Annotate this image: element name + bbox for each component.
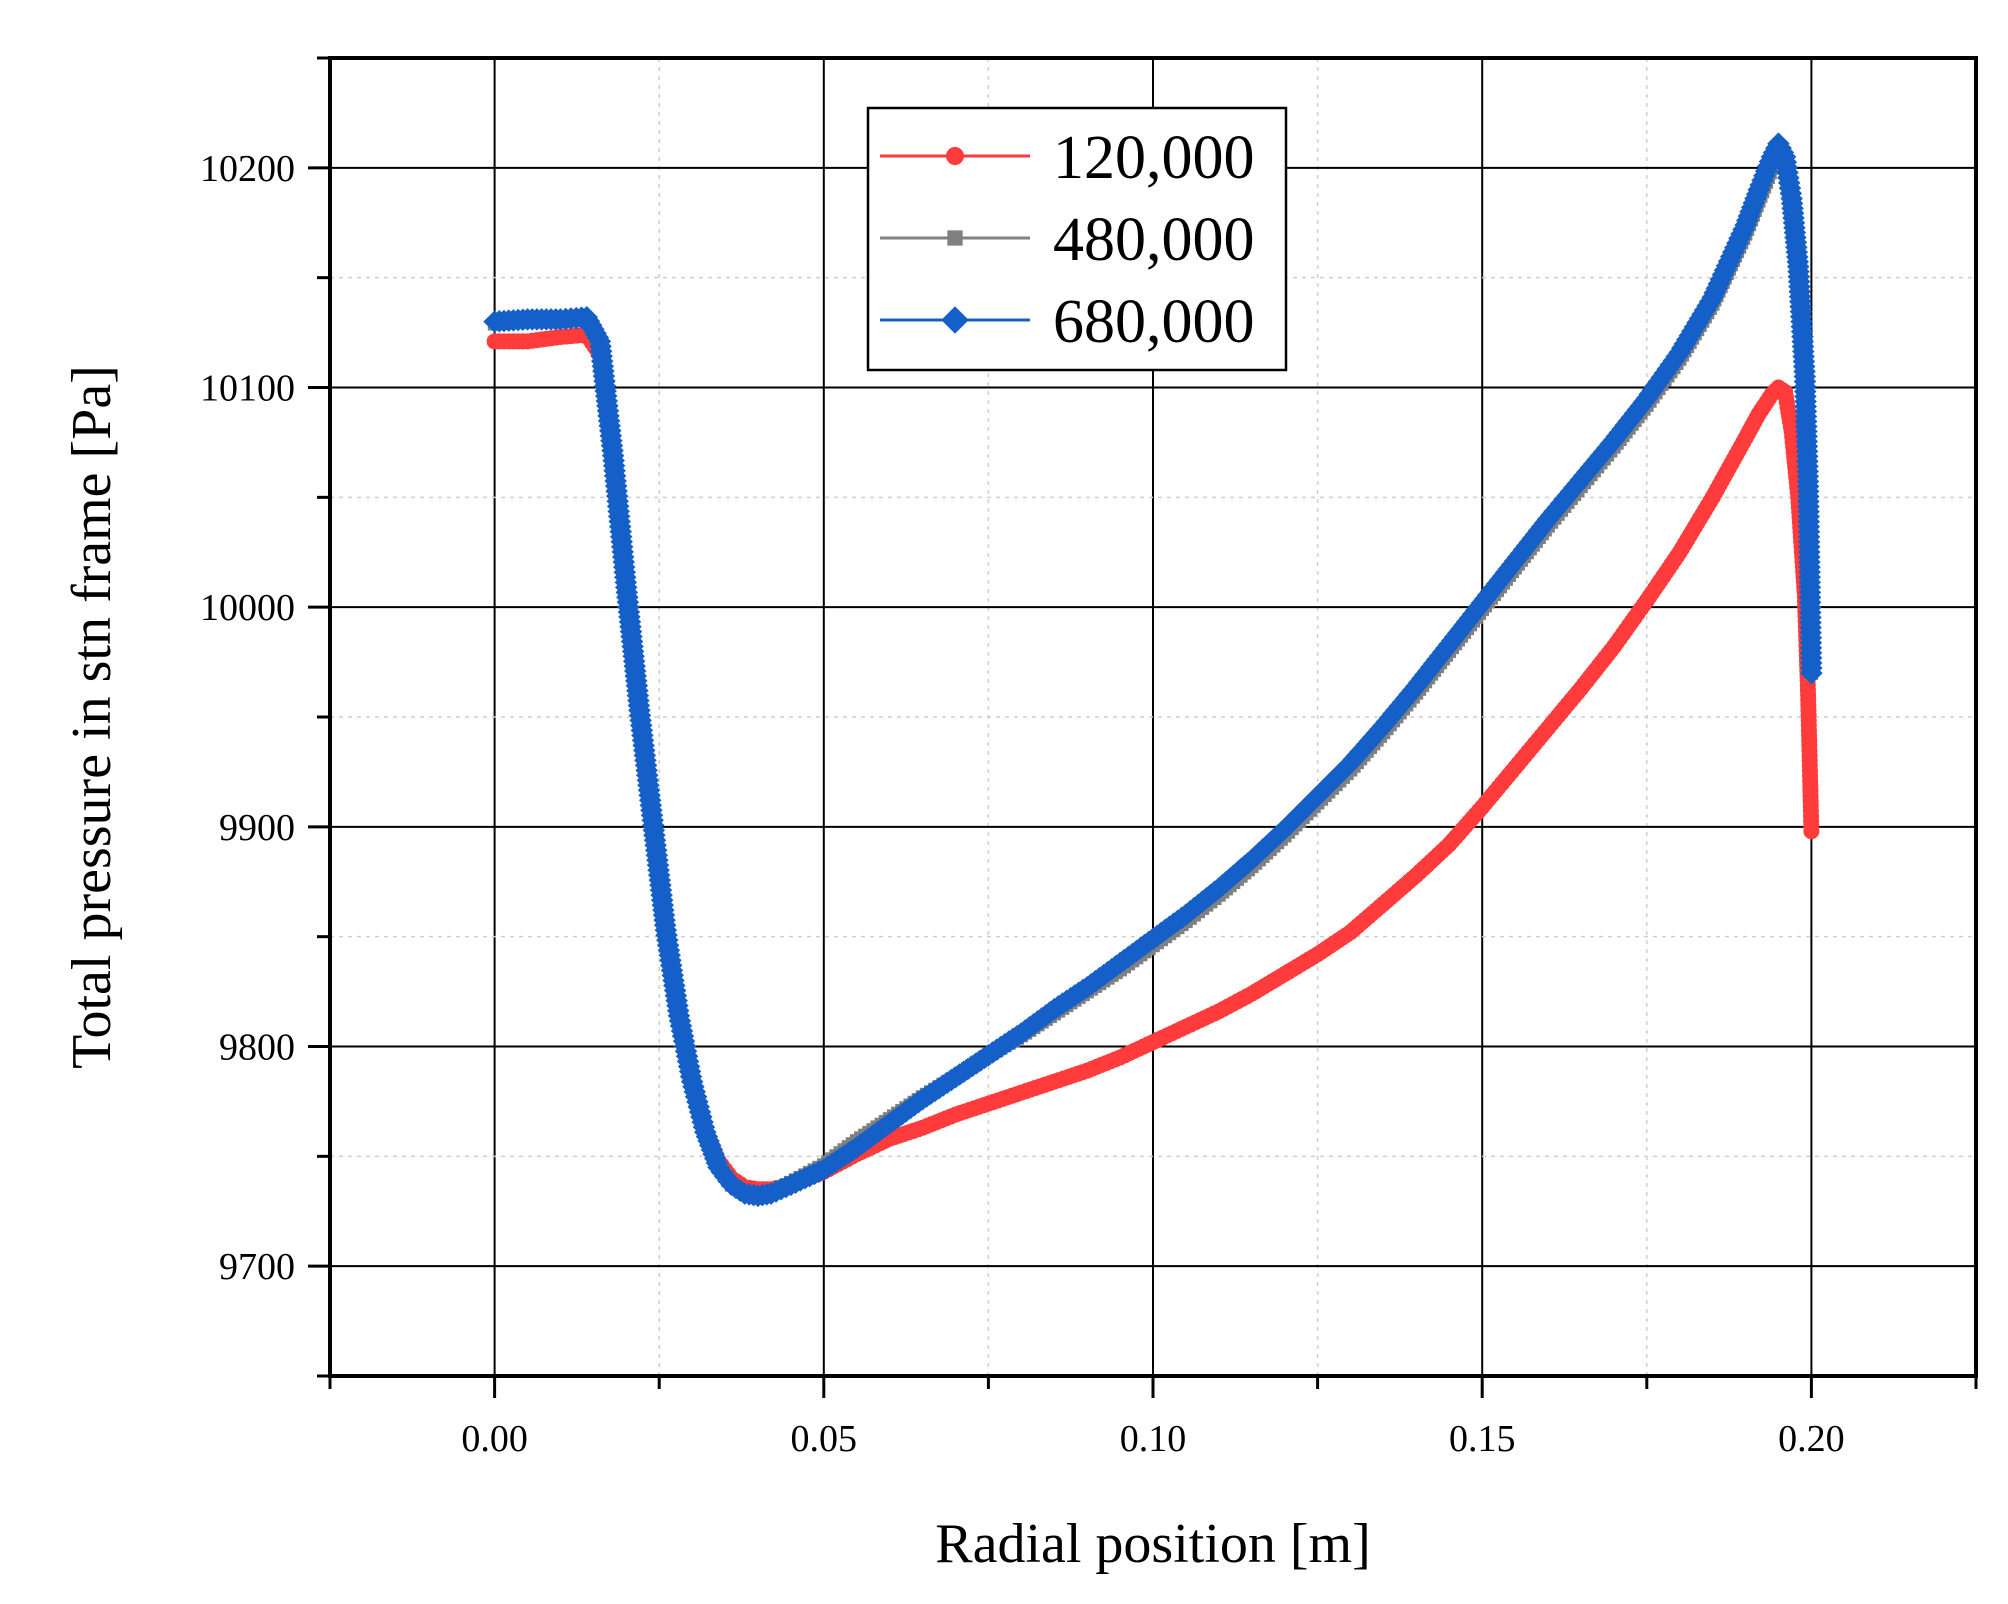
y-tick-label: 10000 <box>200 587 295 629</box>
y-tick-label: 9800 <box>219 1027 295 1069</box>
y-tick-label: 10200 <box>200 148 295 190</box>
x-tick-label: 0.15 <box>1449 1418 1516 1460</box>
legend-marker-shape <box>941 306 969 334</box>
x-tick-label: 0.05 <box>791 1418 858 1460</box>
legend-marker-1 <box>947 230 963 246</box>
series-point-2 <box>1800 661 1823 685</box>
plot-series <box>483 132 1823 1208</box>
series-2 <box>483 132 1823 1208</box>
legend: 120,000 480,000 680,000 <box>866 106 1288 372</box>
y-tick-label: 10100 <box>200 368 295 410</box>
x-axis-title: Radial position [m] <box>935 1513 1371 1575</box>
legend-entry-1: 480,000 <box>880 206 1255 274</box>
legend-label-2: 680,000 <box>1053 288 1255 356</box>
axis-ticks <box>308 56 1978 1398</box>
x-tick-labels: 0.00 0.05 0.10 0.15 0.20 <box>461 1418 1844 1460</box>
series-point-0 <box>1803 823 1820 840</box>
y-tick-label: 9700 <box>219 1246 295 1288</box>
x-tick-label: 0.00 <box>461 1418 528 1460</box>
legend-label-0: 120,000 <box>1053 124 1255 192</box>
legend-entry-2: 680,000 <box>880 288 1255 356</box>
legend-marker-shape <box>947 230 963 246</box>
legend-entry-0: 120,000 <box>880 124 1255 192</box>
legend-marker-2 <box>941 306 969 334</box>
y-tick-labels: 9700 9800 9900 10000 10100 10200 <box>200 148 295 1288</box>
y-tick-label: 9900 <box>219 807 295 849</box>
legend-marker-shape <box>946 147 964 165</box>
y-axis-title: Total pressure in stn frame [Pa] <box>61 365 123 1069</box>
x-tick-label: 0.20 <box>1778 1418 1845 1460</box>
legend-label-1: 480,000 <box>1053 206 1255 274</box>
x-tick-label: 0.10 <box>1120 1418 1187 1460</box>
legend-marker-0 <box>946 147 964 165</box>
